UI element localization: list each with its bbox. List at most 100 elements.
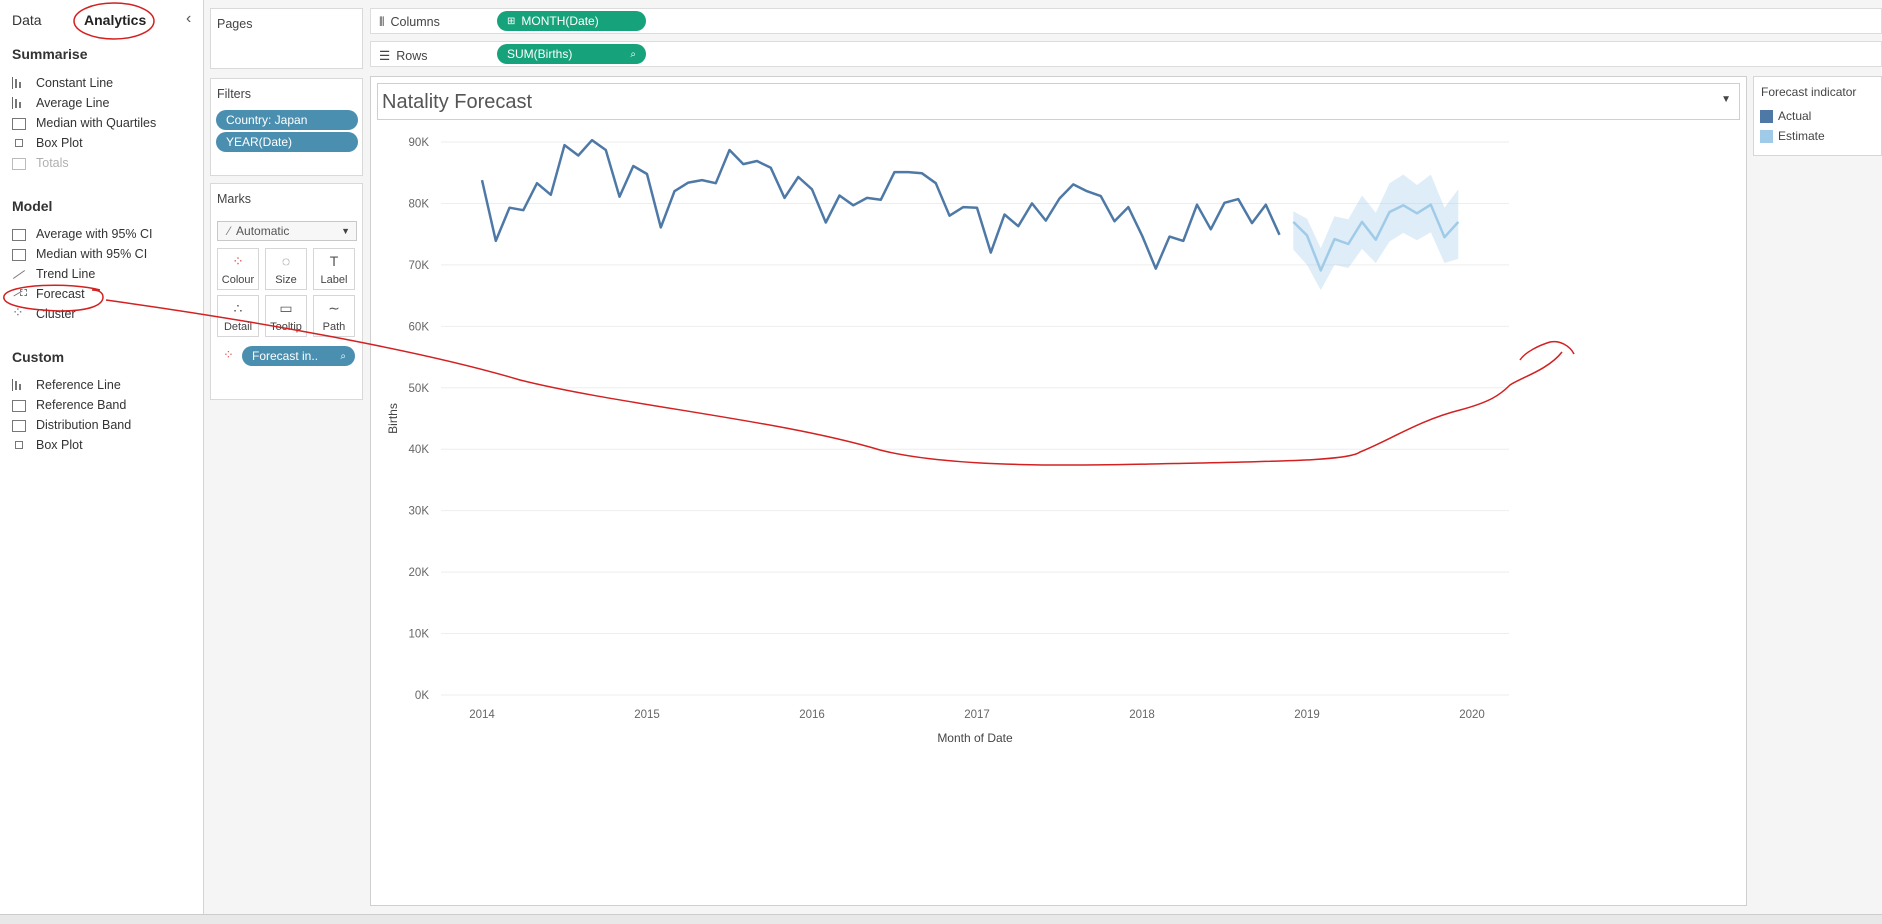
path-button[interactable]: ∼ Path — [313, 295, 355, 337]
size-icon: ◌ — [281, 253, 291, 269]
colour-encoding-icon: ⁘ — [223, 347, 234, 362]
item-distribution-band[interactable]: Distribution Band — [12, 416, 131, 434]
item-label: Constant Line — [36, 76, 114, 90]
y-tick-label: 40K — [409, 444, 430, 456]
legend-title: Forecast indicator — [1761, 85, 1857, 99]
average-line-icon — [12, 97, 26, 109]
analytics-pane: Data Analytics ‹ Summarise Constant Line… — [0, 0, 204, 914]
marks-title: Marks — [217, 192, 252, 206]
rows-label: ☰ Rows — [379, 48, 427, 63]
plus-box-icon: ⊞ — [507, 15, 516, 27]
viz-title: Natality Forecast — [382, 91, 533, 113]
box-plot-icon — [15, 139, 23, 147]
series-line-estimate — [1292, 203, 1460, 272]
colour-button[interactable]: ⁘ Colour — [217, 248, 259, 290]
x-tick-label: 2016 — [799, 709, 825, 721]
legend-swatch — [1760, 129, 1773, 143]
y-tick-label: 30K — [409, 506, 430, 518]
cluster-icon — [12, 304, 26, 321]
mark-type-dropdown[interactable]: ⁄ Automatic ▼ — [217, 221, 357, 241]
item-trend-line[interactable]: Trend Line — [12, 265, 95, 283]
y-tick-label: 50K — [409, 383, 430, 395]
detail-button[interactable]: ∴ Detail — [217, 295, 259, 337]
colour-icon: ⁘ — [232, 253, 244, 269]
tab-data[interactable]: Data — [12, 12, 42, 28]
sheet-tab-bar[interactable] — [0, 914, 1882, 924]
item-label: Average Line — [36, 96, 110, 110]
forecast-indicator-pill[interactable]: Forecast in.. ⌕ — [242, 346, 355, 366]
y-tick-label: 70K — [409, 260, 430, 272]
item-label: Box Plot — [36, 438, 83, 452]
legend-item-actual[interactable]: Actual — [1760, 109, 1811, 123]
section-custom: Custom — [12, 349, 65, 365]
rows-pill[interactable]: SUM(Births) ⌕ — [497, 44, 646, 64]
constant-line-icon — [12, 77, 26, 89]
legend-swatch — [1760, 109, 1773, 123]
item-totals: Totals — [12, 154, 69, 172]
button-label: Size — [275, 274, 297, 286]
item-cluster[interactable]: Cluster — [12, 304, 76, 323]
item-reference-band[interactable]: Reference Band — [12, 396, 126, 414]
tooltip-button[interactable]: ▭ Tooltip — [265, 295, 307, 337]
distribution-band-icon — [12, 419, 26, 432]
box-plot-icon — [15, 441, 23, 449]
pages-title: Pages — [217, 17, 253, 31]
item-forecast[interactable]: Forecast — [12, 285, 85, 303]
columns-shelf[interactable]: ⦀ Columns ⊞ MONTH(Date) — [370, 8, 1882, 34]
x-axis-title: Month of Date — [937, 731, 1013, 745]
item-average-line[interactable]: Average Line — [12, 94, 109, 112]
trend-line-icon — [12, 268, 26, 280]
line-mark-icon: ⁄ — [228, 224, 231, 238]
item-label: Reference Line — [36, 378, 121, 392]
series-line-actual — [480, 138, 1281, 270]
section-model: Model — [12, 198, 53, 214]
collapse-pane-icon[interactable]: ‹ — [186, 10, 192, 27]
x-tick-label: 2020 — [1459, 709, 1485, 721]
legend-item-estimate[interactable]: Estimate — [1760, 129, 1825, 143]
x-tick-label: 2019 — [1294, 709, 1320, 721]
tab-analytics[interactable]: Analytics — [84, 12, 147, 28]
item-reference-line[interactable]: Reference Line — [12, 376, 121, 394]
item-median-ci[interactable]: Median with 95% CI — [12, 245, 147, 263]
columns-pill[interactable]: ⊞ MONTH(Date) — [497, 11, 646, 31]
button-label: Path — [322, 321, 346, 333]
filters-title: Filters — [217, 87, 252, 101]
viz-title-box[interactable]: Natality Forecast ▼ — [377, 83, 1740, 120]
path-icon: ∼ — [328, 300, 340, 316]
legend-label: Actual — [1778, 109, 1812, 123]
item-median-quartiles[interactable]: Median with Quartiles — [12, 114, 156, 132]
average-ci-icon — [12, 228, 26, 241]
line-chart[interactable]: 0K 10K 20K 30K 40K 50K 60K 70K 80K 90K 2014 2015 201… — [371, 127, 1746, 907]
item-box-plot[interactable]: Box Plot — [12, 134, 83, 152]
size-button[interactable]: ◌ Size — [265, 248, 307, 290]
confidence-band — [1293, 174, 1459, 291]
item-constant-line[interactable]: Constant Line — [12, 74, 113, 92]
filter-pill-year[interactable]: YEAR(Date) — [216, 132, 358, 152]
filters-card: Filters Country: Japan YEAR(Date) — [210, 78, 363, 176]
pill-label: Forecast in.. — [252, 349, 319, 363]
button-label: Tooltip — [270, 321, 302, 333]
columns-label: ⦀ Columns — [379, 15, 440, 30]
item-label: Trend Line — [36, 267, 96, 281]
x-tick-label: 2018 — [1129, 709, 1155, 721]
pin-icon: ⌕ — [630, 48, 636, 60]
label-button[interactable]: T Label — [313, 248, 355, 290]
median-ci-icon — [12, 248, 26, 261]
label-icon: T — [329, 253, 339, 269]
rows-shelf[interactable]: ☰ Rows SUM(Births) ⌕ — [370, 41, 1882, 67]
y-axis-title: Births — [386, 403, 400, 434]
pill-label: MONTH(Date) — [521, 14, 599, 28]
item-label: Median with 95% CI — [36, 247, 148, 261]
median-quartiles-icon — [12, 117, 26, 130]
x-tick-label: 2015 — [634, 709, 660, 721]
filter-pill-country[interactable]: Country: Japan — [216, 110, 358, 130]
pages-card[interactable]: Pages — [210, 8, 363, 69]
pill-label: SUM(Births) — [507, 47, 573, 61]
columns-text: Columns — [390, 15, 440, 29]
pin-icon: ⌕ — [340, 350, 346, 362]
mark-type-label: Automatic — [236, 224, 290, 238]
item-box-plot-custom[interactable]: Box Plot — [12, 436, 83, 454]
chevron-down-icon[interactable]: ▼ — [1721, 94, 1731, 105]
item-average-ci[interactable]: Average with 95% CI — [12, 225, 153, 243]
